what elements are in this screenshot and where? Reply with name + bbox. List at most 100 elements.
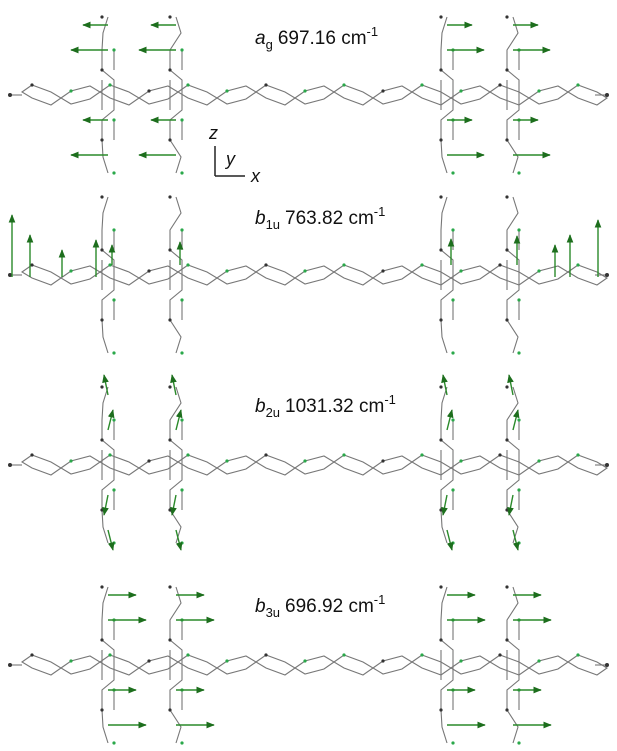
atom bbox=[225, 459, 229, 463]
ring bbox=[527, 655, 570, 675]
ring bbox=[371, 655, 414, 675]
mode-title: b2u 1031.32 cm-1 bbox=[255, 392, 396, 420]
substituent bbox=[506, 420, 520, 510]
atom bbox=[180, 118, 184, 122]
atom bbox=[439, 318, 443, 322]
atom bbox=[303, 89, 307, 93]
ring bbox=[371, 455, 414, 475]
symmetry: b bbox=[255, 596, 266, 617]
displacement-arrow bbox=[512, 529, 520, 551]
displacement-arrow bbox=[512, 409, 520, 431]
atom bbox=[420, 453, 424, 457]
atom bbox=[517, 228, 521, 232]
atom bbox=[168, 195, 172, 199]
ring bbox=[332, 264, 375, 286]
atom bbox=[303, 269, 307, 273]
ring bbox=[371, 265, 414, 285]
displacement-arrow bbox=[446, 529, 454, 551]
atom bbox=[168, 15, 172, 19]
atom bbox=[498, 83, 502, 87]
ring bbox=[254, 454, 297, 476]
ring bbox=[98, 84, 141, 106]
y-label: y bbox=[224, 149, 236, 169]
atom bbox=[420, 83, 424, 87]
substituent bbox=[440, 586, 454, 744]
atom bbox=[439, 248, 443, 252]
mode-panel: b1u 763.82 cm-1 bbox=[8, 195, 609, 355]
ring bbox=[488, 654, 531, 676]
substituent bbox=[506, 586, 520, 744]
mode-panel: b2u 1031.32 cm-1 bbox=[8, 374, 609, 551]
atom bbox=[459, 89, 463, 93]
atom bbox=[451, 418, 455, 422]
ring bbox=[176, 264, 219, 286]
subscript: 1u bbox=[266, 217, 280, 232]
atom bbox=[451, 171, 455, 175]
atom bbox=[264, 83, 268, 87]
atom bbox=[498, 653, 502, 657]
atom bbox=[303, 459, 307, 463]
atom bbox=[381, 269, 385, 273]
atom bbox=[517, 298, 521, 302]
substituent bbox=[101, 420, 115, 510]
atom bbox=[168, 68, 172, 72]
subscript: 3u bbox=[266, 605, 280, 620]
atom bbox=[439, 68, 443, 72]
atom bbox=[112, 741, 116, 745]
atom bbox=[439, 138, 443, 142]
atom bbox=[108, 653, 112, 657]
atom bbox=[505, 708, 509, 712]
atom bbox=[8, 463, 12, 467]
atom bbox=[100, 638, 104, 642]
subscript: g bbox=[266, 37, 273, 52]
ring bbox=[410, 264, 453, 286]
ring bbox=[527, 455, 570, 475]
atom bbox=[168, 708, 172, 712]
atom bbox=[225, 659, 229, 663]
ring bbox=[59, 85, 102, 105]
substituent bbox=[506, 16, 520, 174]
ring bbox=[137, 85, 180, 105]
symmetry: a bbox=[255, 28, 266, 49]
frequency: 763.82 cm bbox=[285, 208, 374, 229]
atom bbox=[180, 48, 184, 52]
displacement-arrow bbox=[446, 409, 454, 431]
atom bbox=[100, 248, 104, 252]
atom bbox=[342, 653, 346, 657]
ring bbox=[410, 84, 453, 106]
ring bbox=[449, 655, 492, 675]
atom bbox=[100, 385, 104, 389]
atom bbox=[264, 263, 268, 267]
atom bbox=[505, 248, 509, 252]
atom bbox=[186, 263, 190, 267]
ring bbox=[20, 654, 63, 676]
substituent bbox=[169, 196, 183, 354]
substituent bbox=[506, 196, 520, 354]
atom bbox=[8, 273, 12, 277]
atom bbox=[439, 195, 443, 199]
atom bbox=[69, 459, 73, 463]
atom bbox=[69, 269, 73, 273]
atom bbox=[439, 15, 443, 19]
ring bbox=[410, 654, 453, 676]
atom bbox=[459, 459, 463, 463]
atom bbox=[30, 83, 34, 87]
atom bbox=[30, 653, 34, 657]
atom bbox=[517, 741, 521, 745]
ring bbox=[449, 455, 492, 475]
ring bbox=[410, 454, 453, 476]
atom bbox=[168, 508, 172, 512]
atom bbox=[69, 89, 73, 93]
atom bbox=[517, 418, 521, 422]
atom bbox=[69, 659, 73, 663]
displacement-arrow bbox=[102, 494, 109, 516]
substituent bbox=[506, 386, 520, 544]
ring bbox=[293, 655, 336, 675]
ring bbox=[254, 264, 297, 286]
atom bbox=[451, 741, 455, 745]
atom bbox=[537, 89, 541, 93]
atom bbox=[576, 653, 580, 657]
mode-title: b1u 763.82 cm-1 bbox=[255, 204, 385, 232]
displacement-arrow bbox=[107, 409, 115, 431]
atom bbox=[112, 171, 116, 175]
